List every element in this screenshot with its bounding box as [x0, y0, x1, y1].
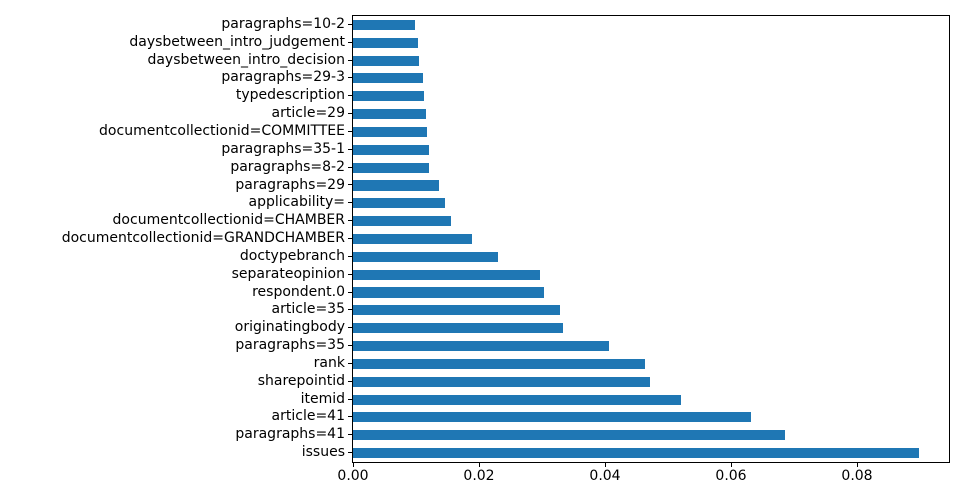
y-tick-label: issues [301, 444, 345, 461]
y-axis-tick [348, 399, 352, 400]
y-tick-label: documentcollectionid=CHAMBER [112, 212, 345, 229]
y-tick-label: separateopinion [231, 265, 345, 282]
bar [353, 376, 650, 387]
bar [353, 233, 473, 245]
bar [353, 323, 564, 334]
y-tick-label: daysbetween_intro_judgement [129, 33, 345, 50]
y-tick-label: paragraphs=10-2 [221, 15, 345, 32]
y-tick-label: respondent.0 [252, 283, 345, 300]
x-tick-label: 0.06 [715, 468, 747, 484]
y-axis-tick [348, 309, 352, 310]
y-axis-tick [348, 167, 352, 168]
x-axis-tick [352, 463, 354, 467]
y-axis-tick [348, 327, 352, 328]
y-tick-label: paragraphs=35-1 [221, 140, 345, 157]
y-tick-label: documentcollectionid=GRANDCHAMBER [61, 230, 345, 246]
y-axis-tick [348, 256, 352, 257]
bar [353, 144, 429, 155]
y-tick-label: documentcollectionid=COMMITTEE [99, 123, 345, 139]
bar [353, 109, 427, 120]
y-tick-label: daysbetween_intro_decision [147, 51, 345, 68]
y-axis-tick [348, 220, 352, 221]
y-axis-tick [348, 95, 352, 96]
y-axis-tick [348, 381, 352, 382]
y-axis-tick [348, 184, 352, 185]
y-tick-label: paragraphs=41 [235, 426, 345, 443]
bar [353, 91, 424, 102]
bar [353, 394, 682, 405]
bar [353, 430, 785, 441]
y-tick-label: doctypebranch [239, 247, 345, 264]
y-axis-tick [348, 113, 352, 114]
bar [353, 19, 415, 30]
y-tick-label: sharepointid [257, 372, 345, 389]
bar [353, 216, 452, 227]
plot-area [352, 15, 950, 463]
y-tick-label: applicability= [248, 194, 345, 211]
x-axis-tick [604, 463, 606, 467]
bar [353, 251, 498, 262]
y-axis-tick [348, 292, 352, 293]
bar [353, 412, 752, 423]
bar [353, 55, 419, 66]
x-tick-label: 0.08 [841, 468, 873, 484]
y-axis-tick [348, 274, 352, 275]
bar [353, 448, 920, 459]
y-axis-tick [348, 363, 352, 364]
y-tick-label: typedescription [235, 87, 345, 104]
y-axis-tick [348, 452, 352, 453]
y-axis-tick [348, 149, 352, 150]
x-axis-tick [478, 463, 480, 467]
x-tick-label: 0.02 [463, 468, 495, 484]
y-tick-label: article=41 [271, 408, 345, 425]
y-tick-label: paragraphs=35 [235, 337, 345, 353]
bar [353, 198, 445, 209]
bar [353, 73, 423, 84]
x-tick-label: 0.04 [589, 468, 621, 484]
y-axis-tick [348, 24, 352, 25]
y-tick-label: paragraphs=8-2 [230, 158, 345, 175]
y-tick-label: rank [313, 354, 345, 371]
y-axis-tick [348, 60, 352, 61]
y-axis-tick [348, 131, 352, 132]
y-axis-tick [348, 345, 352, 346]
bar [353, 287, 544, 298]
y-axis-tick [348, 77, 352, 78]
bar [353, 37, 418, 48]
y-tick-label: paragraphs=29 [235, 176, 345, 193]
y-tick-label: paragraphs=29-3 [221, 69, 345, 86]
y-axis-tick [348, 42, 352, 43]
bar [353, 126, 428, 138]
x-axis-tick [856, 463, 858, 467]
y-axis-tick [348, 202, 352, 203]
y-tick-label: originatingbody [234, 319, 345, 336]
bar [353, 358, 646, 369]
y-axis-tick [348, 434, 352, 435]
y-axis-tick [348, 238, 352, 239]
y-tick-label: article=35 [271, 301, 345, 318]
y-tick-label: article=29 [271, 105, 345, 122]
bar [353, 269, 540, 280]
bar [353, 162, 430, 173]
bar [353, 180, 440, 191]
y-tick-label: itemid [300, 390, 345, 407]
bar [353, 340, 610, 352]
y-axis-tick [348, 416, 352, 417]
x-axis-tick [730, 463, 732, 467]
x-tick-label: 0.00 [337, 468, 369, 484]
bar [353, 305, 561, 316]
